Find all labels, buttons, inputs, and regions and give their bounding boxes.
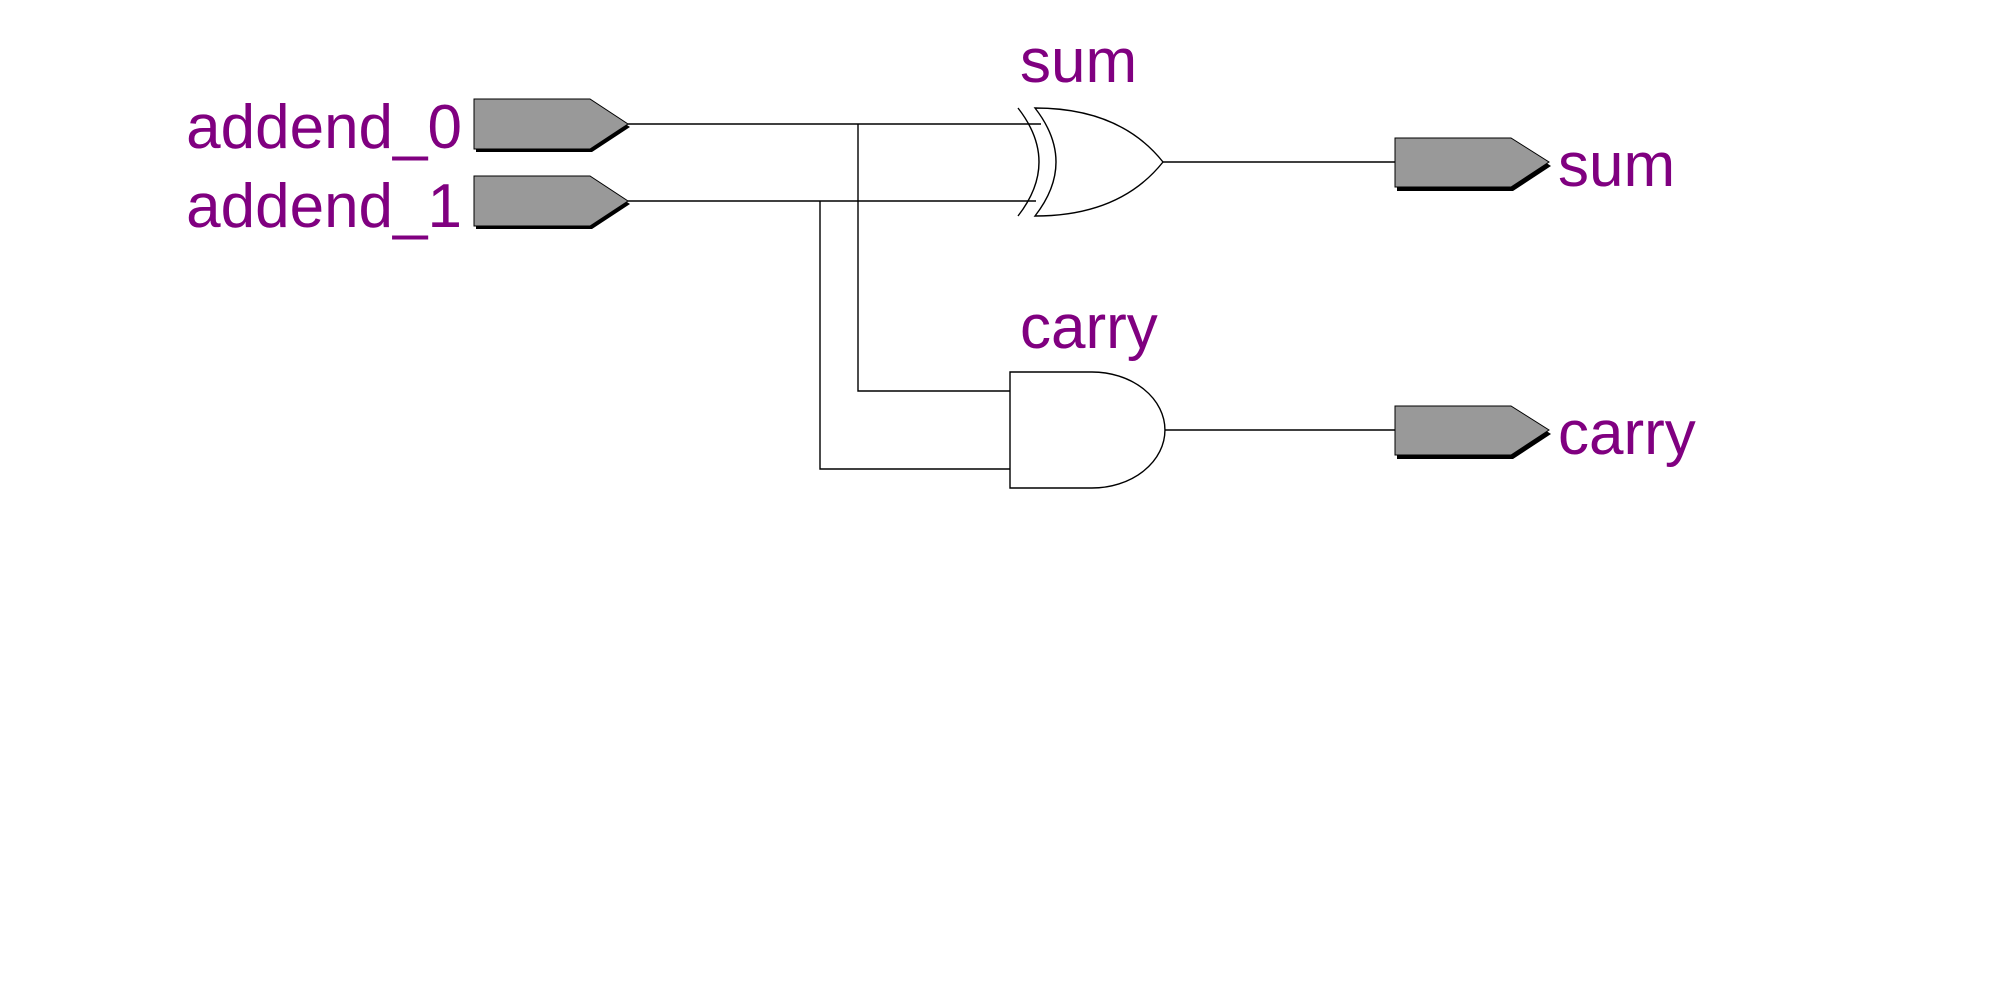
xor-gate-input-arc xyxy=(1017,107,1040,217)
wire-addend-1-to-and xyxy=(819,201,1010,470)
wires xyxy=(628,123,1395,470)
wire-addend-0-to-and xyxy=(857,124,1010,392)
and-gate-label: carry xyxy=(1020,293,1158,362)
input-port-addend-0[interactable]: addend_0 xyxy=(186,93,630,162)
output-port-sum-shape xyxy=(1394,137,1550,188)
output-label-sum: sum xyxy=(1558,131,1675,200)
input-label-addend-1: addend_1 xyxy=(186,172,462,241)
output-port-carry-shape xyxy=(1394,405,1550,456)
input-port-addend-1-shape xyxy=(473,175,629,227)
input-label-addend-0: addend_0 xyxy=(186,93,462,162)
and-gate[interactable]: carry xyxy=(1009,293,1166,489)
output-port-carry[interactable]: carry xyxy=(1394,399,1696,468)
and-gate-body xyxy=(1009,371,1166,489)
input-port-addend-1[interactable]: addend_1 xyxy=(186,172,630,241)
input-port-addend-0-shape xyxy=(473,98,629,150)
output-port-sum[interactable]: sum xyxy=(1394,131,1675,200)
xor-gate[interactable]: sum xyxy=(1017,27,1164,217)
xor-gate-body xyxy=(1033,107,1164,217)
xor-gate-label: sum xyxy=(1020,27,1137,96)
output-label-carry: carry xyxy=(1558,399,1696,468)
